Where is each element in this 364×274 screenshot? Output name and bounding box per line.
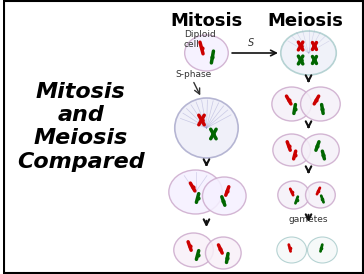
Ellipse shape	[308, 237, 337, 263]
Ellipse shape	[278, 181, 309, 209]
Ellipse shape	[302, 134, 339, 166]
Ellipse shape	[272, 87, 312, 121]
Ellipse shape	[301, 87, 340, 121]
Ellipse shape	[175, 98, 238, 158]
Text: Diploid
cell: Diploid cell	[184, 30, 215, 49]
Text: S-phase: S-phase	[176, 70, 212, 79]
Ellipse shape	[305, 182, 335, 208]
Ellipse shape	[185, 35, 228, 71]
Text: gametes: gametes	[289, 215, 328, 224]
Ellipse shape	[202, 177, 246, 215]
Text: Mitosis: Mitosis	[170, 12, 242, 30]
Ellipse shape	[169, 170, 222, 214]
Ellipse shape	[277, 237, 306, 263]
Ellipse shape	[273, 134, 310, 166]
Text: S: S	[248, 38, 254, 48]
Text: Mitosis
and
Meiosis
Compared: Mitosis and Meiosis Compared	[17, 82, 145, 172]
Ellipse shape	[174, 233, 213, 267]
Ellipse shape	[206, 237, 241, 269]
Ellipse shape	[281, 31, 336, 75]
Text: Meiosis: Meiosis	[268, 12, 344, 30]
